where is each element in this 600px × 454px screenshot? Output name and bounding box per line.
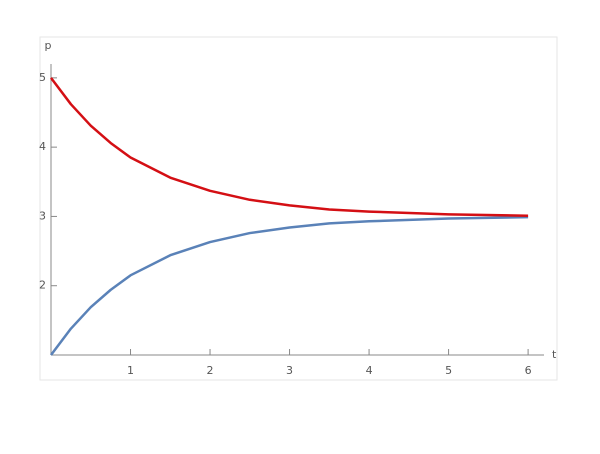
x-axis-label: t bbox=[552, 348, 557, 361]
x-tick-label: 6 bbox=[525, 364, 532, 377]
x-tick-label: 2 bbox=[207, 364, 214, 377]
x-tick-label: 4 bbox=[366, 364, 373, 377]
series-line bbox=[50, 77, 529, 217]
x-tick-label: 5 bbox=[445, 364, 452, 377]
plot-frame bbox=[39, 36, 558, 381]
x-tick-label: 3 bbox=[286, 364, 293, 377]
y-tick-label: 3 bbox=[39, 209, 46, 222]
y-tick-label: 2 bbox=[39, 279, 46, 292]
series-line bbox=[50, 215, 529, 356]
x-tick-label: 1 bbox=[127, 364, 134, 377]
y-tick-label: 5 bbox=[39, 71, 46, 84]
y-tick-label: 4 bbox=[39, 140, 46, 153]
y-axis-label: p bbox=[45, 39, 52, 52]
